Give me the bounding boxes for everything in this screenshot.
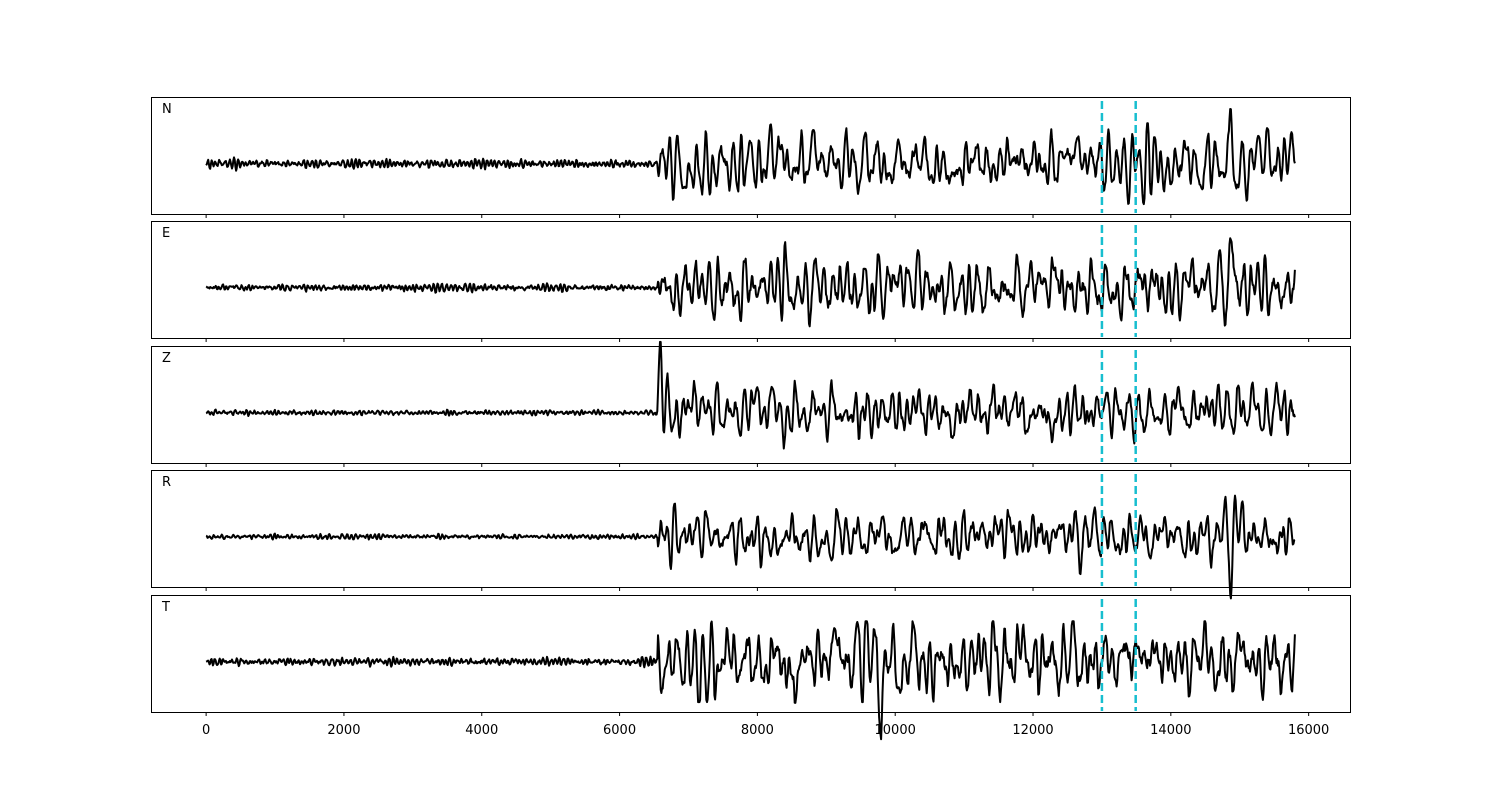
panel-n: N <box>151 97 1351 218</box>
panel-frame <box>151 221 1351 339</box>
x-tick-label: 0 <box>202 723 210 738</box>
panel-frame <box>151 470 1351 588</box>
panel-label-r: R <box>162 475 171 490</box>
x-tick-label: 4000 <box>465 723 498 738</box>
panels-group: N E Z R T <box>151 97 1351 741</box>
panel-frame <box>151 595 1351 713</box>
panel-r: R <box>151 470 1351 600</box>
panel-label-e: E <box>162 226 170 241</box>
panel-t: T <box>151 595 1351 741</box>
waveform-trace-z <box>205 340 1296 450</box>
x-tick-label: 6000 <box>603 723 636 738</box>
panel-z: Z <box>151 340 1351 467</box>
shared-x-axis: 0 2000 4000 6000 8000 10000 12000 14000 16000 <box>202 723 1329 738</box>
x-tick-label: 2000 <box>327 723 360 738</box>
panel-label-t: T <box>161 600 170 615</box>
waveform-trace-n <box>205 108 1296 206</box>
x-tick-label: 12000 <box>1012 723 1053 738</box>
panel-e: E <box>151 221 1351 342</box>
x-tick-label: 8000 <box>741 723 774 738</box>
waveform-trace-r <box>205 494 1296 600</box>
x-tick-label: 16000 <box>1288 723 1329 738</box>
waveform-trace-t <box>205 620 1296 741</box>
waveform-trace-e <box>205 237 1296 328</box>
x-tick-label: 14000 <box>1150 723 1191 738</box>
panel-frame <box>151 346 1351 464</box>
panel-label-z: Z <box>162 351 171 366</box>
x-tick-label: 10000 <box>875 723 916 738</box>
panel-frame <box>151 97 1351 215</box>
panel-label-n: N <box>162 102 172 117</box>
